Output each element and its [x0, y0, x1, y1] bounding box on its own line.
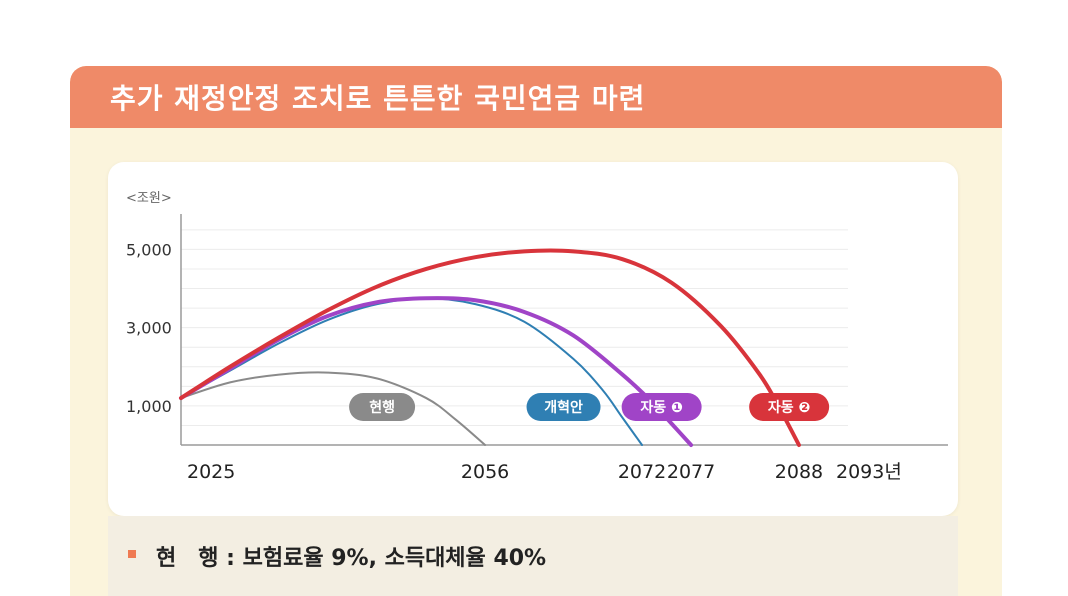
banner-title: 추가 재정안정 조치로 튼튼한 국민연금 마련: [110, 82, 646, 115]
y-tick-label: 5,000: [126, 240, 172, 259]
series-line: [179, 296, 694, 447]
x-tick-label: 2088: [775, 461, 823, 483]
chart-card: <조원> 1,000 3,000 5,000 2025 2056 2072 2077 2088 2…: [108, 162, 958, 516]
series-badge: [749, 393, 830, 421]
title-banner: 추가 재정안정 조치로 튼튼한 국민연금 마련: [70, 66, 1002, 128]
series-badge: [621, 393, 702, 421]
note-bullet: [128, 550, 136, 558]
series-badge-label: 자동 ❷: [768, 400, 811, 416]
y-tick-label: 1,000: [126, 397, 172, 416]
y-axis-unit: <조원>: [126, 191, 172, 206]
series-line: [179, 248, 801, 447]
series-line: [180, 371, 487, 446]
series-badge-label: 현행: [369, 400, 395, 416]
y-tick-label: 3,000: [126, 319, 172, 338]
series-badge-label: 개혁안: [544, 399, 583, 416]
series-badge: [526, 393, 601, 421]
x-tick-label: 2093년: [836, 461, 902, 483]
info-panel: 추가 재정안정 조치로 튼튼한 국민연금 마련 <조원> 1,000 3,000 5,…: [70, 66, 1002, 596]
series-badge-label: 자동 ❶: [640, 400, 683, 416]
x-tick-label: 2072: [618, 461, 666, 483]
x-tick-label: 2056: [461, 461, 509, 483]
x-tick-label: 2077: [667, 461, 715, 483]
note-current: 현 행 : 보험료율 9%, 소득대체율 40%: [156, 546, 547, 571]
series-badge: [349, 393, 416, 421]
pension-fund-chart: <조원> 1,000 3,000 5,000 2025 2056 2072 2077 2088 2…: [126, 191, 948, 483]
series-line: [180, 297, 644, 446]
x-tick-label: 2025: [187, 461, 235, 483]
